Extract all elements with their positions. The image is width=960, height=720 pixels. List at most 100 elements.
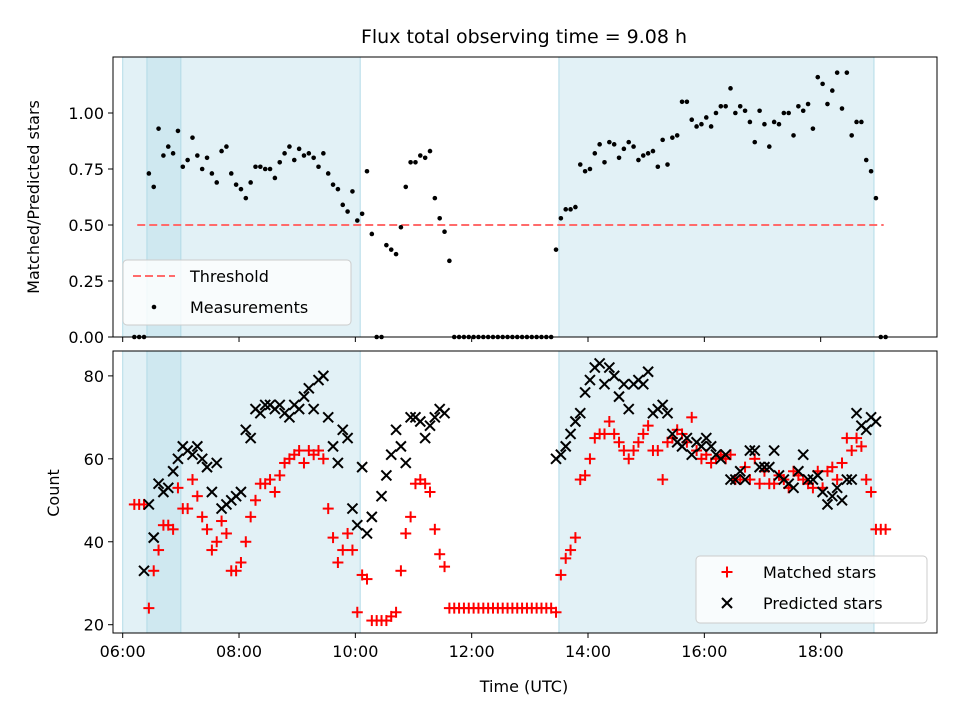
measurement-point (805, 101, 811, 107)
matched-point (836, 457, 848, 469)
measurement-point (670, 135, 675, 140)
x-stroke (724, 473, 737, 486)
x-stroke (816, 486, 829, 498)
measurement-point (689, 117, 695, 123)
x-stroke (826, 490, 839, 502)
predicted-point (385, 448, 397, 461)
predicted-point (332, 457, 344, 469)
predicted-point (598, 378, 611, 390)
x-stroke (438, 407, 451, 419)
matched-point (298, 457, 310, 469)
measurement-point (224, 144, 229, 149)
predicted-point (322, 411, 334, 424)
measurement-point (723, 103, 728, 109)
x-tick-label: 18:00 (798, 642, 844, 661)
x-stroke (395, 440, 407, 453)
measurement-point (393, 251, 399, 257)
matched-point (220, 527, 232, 539)
chart-title: Flux total observing time = 9.08 h (361, 26, 687, 48)
matched-point (642, 420, 654, 432)
measurement-point (262, 166, 268, 172)
measurement-point (771, 119, 777, 125)
x-stroke (385, 448, 397, 461)
measurement-point (408, 159, 413, 165)
matched-point (434, 548, 446, 560)
x-stroke (148, 531, 160, 544)
measurement-point (384, 242, 389, 248)
matched-point (439, 561, 451, 573)
matched-point (637, 428, 649, 440)
matched-point (322, 503, 334, 515)
measurement-point (325, 171, 331, 176)
x-stroke (613, 390, 625, 403)
predicted-point (705, 440, 717, 453)
matched-point (274, 469, 286, 481)
measurement-point (655, 164, 661, 170)
x-stroke (332, 457, 344, 469)
measurement-point (679, 99, 685, 105)
measurement-point (422, 155, 428, 161)
matched-point (211, 536, 223, 548)
top-legend-box (122, 259, 352, 326)
measurement-point (737, 103, 743, 109)
measurement-point (282, 151, 287, 156)
x-stroke (705, 440, 717, 453)
measurement-point (844, 70, 850, 75)
x-stroke (749, 444, 761, 457)
predicted-point (380, 469, 393, 482)
measurement-point (863, 157, 869, 163)
measurement-point (815, 74, 821, 80)
predicted-point (695, 440, 708, 453)
predicted-point (206, 486, 218, 498)
legend-matched-label: Matched stars (763, 563, 876, 582)
matched-point (250, 494, 262, 506)
predicted-point (845, 473, 858, 486)
x-stroke (695, 440, 708, 453)
predicted-point (661, 407, 674, 419)
predicted-point (186, 448, 199, 461)
predicted-point (327, 440, 339, 453)
x-stroke (841, 473, 853, 486)
predicted-point (700, 432, 712, 444)
predicted-point (676, 440, 688, 453)
measurement-point (859, 119, 864, 125)
matched-point (245, 511, 257, 523)
x-stroke (569, 415, 582, 428)
x-stroke (235, 486, 247, 498)
predicted-point (400, 457, 412, 469)
matched-point (841, 432, 853, 444)
measurement-point (757, 108, 762, 114)
predicted-point (346, 502, 359, 515)
matched-point (865, 486, 877, 498)
predicted-point (574, 407, 586, 419)
measurement-point (650, 148, 656, 154)
measurement-point (752, 139, 758, 145)
measurement-point (640, 153, 646, 158)
predicted-point (152, 477, 165, 490)
x-stroke (327, 440, 339, 453)
x-stroke (138, 565, 150, 577)
predicted-point (293, 403, 305, 415)
measurement-point (839, 106, 845, 111)
legend-predicted-swatch (721, 597, 733, 609)
matched-point (240, 536, 252, 548)
y-tick-label: 0.50 (68, 216, 104, 235)
matched-point (405, 511, 417, 523)
predicted-point (240, 424, 252, 436)
x-stroke (162, 482, 174, 494)
measurement-point (820, 81, 825, 87)
x-stroke (259, 399, 271, 411)
matched-point (608, 428, 620, 440)
predicted-point (608, 370, 620, 382)
measurement-point (733, 110, 738, 116)
predicted-point (831, 482, 843, 494)
bottom-frame (112, 350, 938, 634)
predicted-point (593, 357, 606, 370)
matched-point (313, 445, 325, 457)
x-stroke (361, 527, 373, 540)
predicted-point (259, 399, 271, 411)
top-legend: Threshold Measurements (122, 259, 352, 326)
measurement-point (287, 144, 292, 149)
predicted-point (307, 403, 320, 415)
measurement-point (597, 142, 602, 147)
